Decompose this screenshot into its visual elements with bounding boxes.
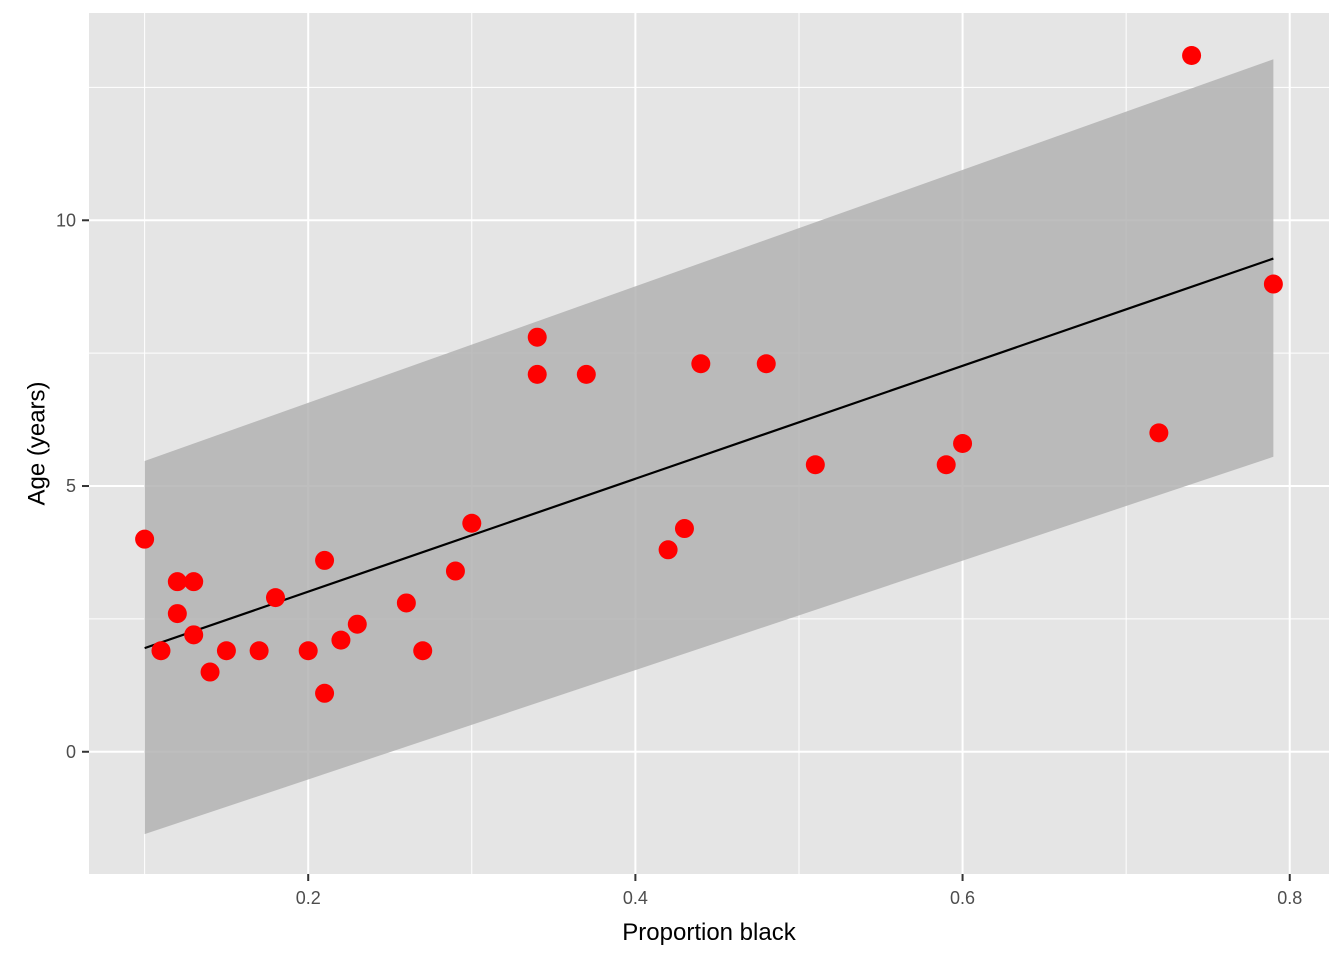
data-point [184,572,204,592]
x-tick-label: 0.6 [950,888,975,908]
data-point [691,354,711,374]
y-axis-title: Age (years) [23,381,50,505]
data-point [1263,274,1283,294]
data-point [527,364,547,384]
data-point [216,641,236,661]
data-point [1149,423,1169,443]
data-point [413,641,433,661]
y-tick-label: 10 [56,210,76,230]
x-tick-label: 0.2 [296,888,321,908]
data-point [167,572,187,592]
data-point [576,364,596,384]
data-point [200,662,220,682]
data-point [527,327,547,347]
data-point [396,593,416,613]
data-point [265,588,285,608]
data-point [298,641,318,661]
y-axis-ticks: 0 5 10 [56,210,89,762]
data-point [347,614,367,634]
y-tick-label: 0 [66,742,76,762]
data-point [936,455,956,475]
regression-line [144,257,1274,650]
data-point [805,455,825,475]
data-point [167,604,187,624]
data-points [135,46,1283,703]
data-point [184,625,204,645]
data-point [674,519,694,539]
y-tick-label: 5 [66,476,76,496]
data-point [445,561,465,581]
data-point [331,630,351,650]
data-point [151,641,171,661]
data-point [1182,46,1202,66]
prediction-band [144,59,1274,835]
data-point [135,529,155,549]
x-tick-label: 0.4 [623,888,648,908]
data-point [315,550,335,570]
x-tick-label: 0.8 [1277,888,1302,908]
x-axis-ticks: 0.2 0.4 0.6 0.8 [296,874,1302,908]
x-axis-title: Proportion black [622,919,796,946]
data-point [953,434,973,453]
data-point [756,354,776,374]
data-point [315,683,335,703]
data-point [658,540,678,560]
data-point [462,513,482,533]
data-point [249,641,269,661]
